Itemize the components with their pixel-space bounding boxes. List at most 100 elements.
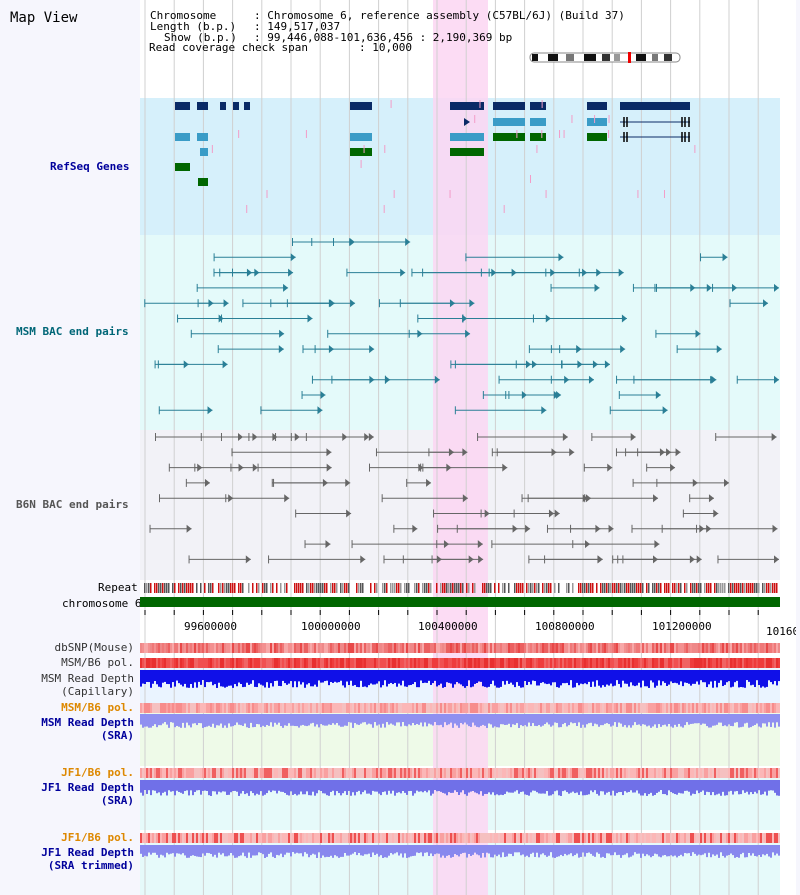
dbsnp-cell: [252, 643, 254, 653]
jf1-pol2-cell: [140, 833, 142, 843]
jf1-trim-depth-bar: [460, 845, 462, 854]
jf1-sra-depth-bar: [364, 780, 366, 791]
jf1-trim-depth-bar: [386, 845, 388, 858]
repeat-mark: [284, 583, 286, 593]
msm-pol-cell: [150, 658, 152, 668]
track-label-jf1-depth-sra[interactable]: JF1 Read Depth: [41, 781, 134, 794]
msm-cap-depth-bar: [196, 670, 198, 688]
jf1-pol-cell: [740, 768, 742, 778]
msm-sra-depth-bar: [334, 714, 336, 725]
jf1-pol-cell: [640, 768, 642, 778]
msm-sra-depth-bar: [640, 714, 642, 726]
msm-sra-depth-bar: [236, 714, 238, 723]
jf1-sra-depth-bar: [644, 780, 646, 794]
refseq-gene-block: [200, 148, 208, 156]
msm-cap-depth-bar: [224, 670, 226, 688]
track-label-b6n-bac[interactable]: B6N BAC end pairs: [16, 498, 129, 511]
msm-pol-cell: [684, 658, 686, 668]
jf1-sra-depth-bar: [522, 780, 524, 792]
jf1-pol-cell: [674, 768, 676, 778]
msm-pol-cell: [734, 658, 736, 668]
jf1-sra-depth-bar: [772, 780, 774, 791]
repeat-mark: [762, 583, 764, 593]
jf1-trim-depth-bar: [560, 845, 562, 855]
jf1-pol2-cell: [774, 833, 776, 843]
track-label-dbsnp[interactable]: dbSNP(Mouse): [54, 641, 134, 654]
jf1-sra-depth-bar: [174, 780, 176, 796]
track-label-jf1-pol-2[interactable]: JF1/B6 pol.: [61, 831, 134, 844]
msm-bac-pair-arrow: [290, 253, 296, 262]
jf1-pol-cell: [346, 768, 348, 778]
jf1-pol-cell: [574, 768, 576, 778]
msm-pol-cell: [288, 658, 290, 668]
repeat-mark: [418, 583, 420, 593]
repeat-mark: [230, 583, 232, 593]
jf1-sra-depth-bar: [438, 780, 440, 792]
msm-sra-depth-bar: [778, 714, 780, 727]
msm-pol-cell: [280, 658, 282, 668]
jf1-sra-depth-bar: [588, 780, 590, 795]
dbsnp-cell: [642, 643, 644, 653]
jf1-trim-depth-bar: [716, 845, 718, 855]
msm-cap-depth-bar: [492, 670, 494, 681]
jf1-pol2-cell: [604, 833, 606, 843]
msm-cap-depth-bar: [350, 670, 352, 681]
msm-cap-depth-bar: [634, 670, 636, 687]
jf1-sra-depth-bar: [222, 780, 224, 792]
repeat-mark: [344, 583, 346, 593]
msm-sra-depth-bar: [262, 714, 264, 726]
jf1-pol-cell: [650, 768, 652, 778]
jf1-pol2-cell: [396, 833, 398, 843]
jf1-pol-cell: [402, 768, 404, 778]
chromosome-ideogram[interactable]: [528, 51, 683, 65]
track-label-jf1-pol[interactable]: JF1/B6 pol.: [61, 766, 134, 779]
jf1-pol2-cell: [330, 833, 332, 843]
msm-pol2-cell: [616, 703, 618, 713]
msm-pol2-cell: [614, 703, 616, 713]
jf1-sra-depth-bar: [684, 780, 686, 791]
msm-cap-depth-bar: [580, 670, 582, 684]
msm-sra-depth-bar: [426, 714, 428, 727]
jf1-pol-cell: [454, 768, 456, 778]
msm-cap-depth-bar: [730, 670, 732, 688]
msm-pol2-cell: [650, 703, 652, 713]
track-label-msm-depth-cap[interactable]: MSM Read Depth: [41, 672, 134, 685]
track-label-msm-bac[interactable]: MSM BAC end pairs: [16, 325, 129, 338]
msm-sra-depth-bar: [216, 714, 218, 726]
msm-sra-depth-bar: [214, 714, 216, 728]
track-label-jf1-depth-trim[interactable]: JF1 Read Depth: [41, 846, 134, 859]
jf1-trim-depth-bar: [538, 845, 540, 858]
track-label-chromosome[interactable]: chromosome 6: [62, 597, 142, 610]
dbsnp-cell: [406, 643, 408, 653]
dbsnp-cell: [554, 643, 556, 653]
jf1-pol-cell: [730, 768, 732, 778]
track-label-repeat[interactable]: Repeat: [98, 581, 138, 594]
jf1-pol-cell: [590, 768, 592, 778]
msm-pol-cell: [184, 658, 186, 668]
msm-pol-cell: [394, 658, 396, 668]
jf1-sra-depth-bar: [506, 780, 508, 792]
jf1-trim-depth-bar: [500, 845, 502, 858]
jf1-trim-depth-bar: [540, 845, 542, 855]
jf1-trim-depth-bar: [478, 845, 480, 856]
msm-sra-depth-bar: [472, 714, 474, 723]
msm-pol-cell: [148, 658, 150, 668]
msm-cap-depth-bar: [626, 670, 628, 684]
jf1-pol-cell: [422, 768, 424, 778]
jf1-pol-cell: [638, 768, 640, 778]
jf1-sra-depth-bar: [316, 780, 318, 794]
track-label-refseq[interactable]: RefSeq Genes: [50, 160, 130, 173]
track-label-msm-b6-pol-2[interactable]: MSM/B6 pol.: [61, 701, 134, 714]
msm-cap-depth-bar: [150, 670, 152, 688]
track-label-msm-depth-sra[interactable]: MSM Read Depth: [41, 716, 134, 729]
msm-bac-pair-arrow: [317, 406, 323, 415]
jf1-pol-cell: [682, 768, 684, 778]
msm-sra-depth-bar: [692, 714, 694, 724]
jf1-pol2-cell: [534, 833, 536, 843]
jf1-trim-depth-bar: [228, 845, 230, 856]
track-label-msm-b6-pol[interactable]: MSM/B6 pol.: [61, 656, 134, 669]
dbsnp-cell: [194, 643, 196, 653]
jf1-pol2-cell: [294, 833, 296, 843]
jf1-sra-depth-bar: [446, 780, 448, 796]
